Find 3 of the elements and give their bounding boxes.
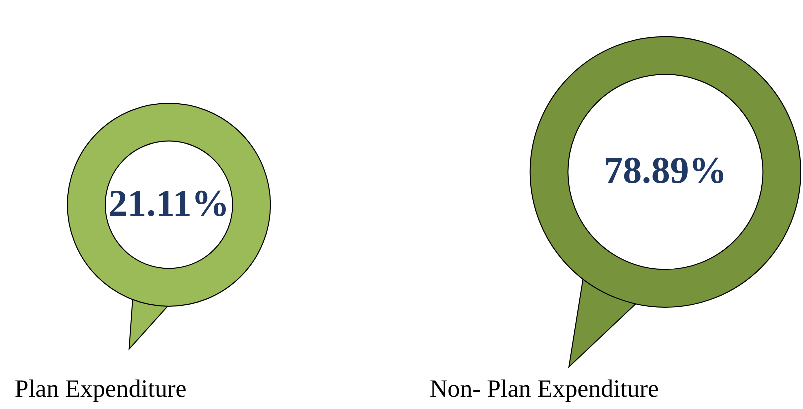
category-label: Non- Plan Expenditure [430,376,660,404]
category-label: Plan Expenditure [14,376,187,404]
data-label: 78.89% [604,150,728,192]
